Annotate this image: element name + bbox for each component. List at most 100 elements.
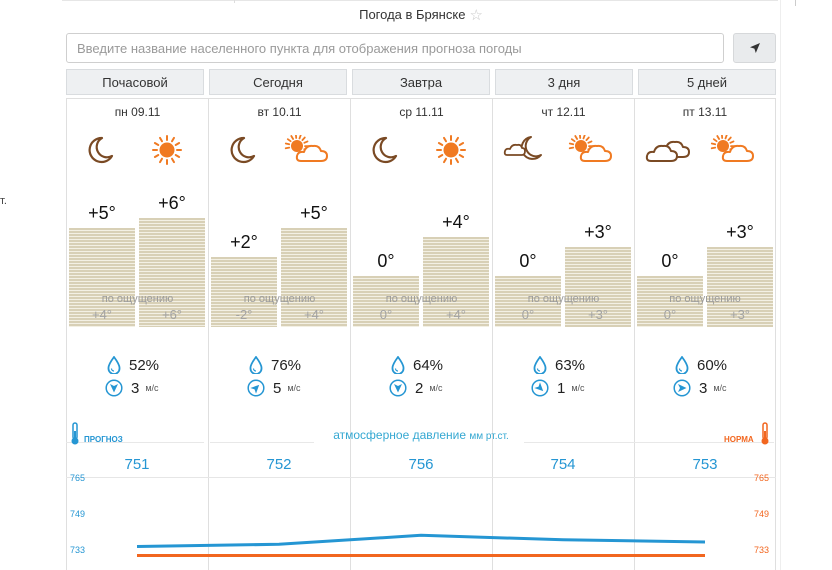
humidity-value: 60% — [697, 356, 728, 374]
night-feels-like: -2° — [235, 307, 253, 322]
cloud-icon — [645, 135, 690, 165]
wind-row: 3 м/с — [105, 377, 159, 399]
day-temp-bar — [565, 246, 631, 327]
day-feels-like: +4° — [303, 307, 325, 322]
thermometer-norm-icon — [761, 422, 769, 445]
moon-cloud-icon — [503, 135, 547, 165]
pressure-rule-left — [66, 442, 204, 443]
axis-right-765: 765 — [754, 473, 770, 483]
tab-today[interactable]: Сегодня — [209, 69, 347, 95]
norm-label: НОРМА — [724, 435, 754, 444]
day-temp-bar — [707, 246, 773, 327]
day-feels-like: +4° — [445, 307, 467, 322]
forecast-tabs: Почасовой Сегодня Завтра 3 дня 5 дней — [66, 69, 776, 95]
tab-3-days[interactable]: 3 дня — [495, 69, 633, 95]
wind-row: 2 м/с — [389, 377, 443, 399]
moon-icon — [365, 135, 405, 165]
pressure-value: 751 — [124, 456, 150, 473]
feels-like-label: по ощущению — [101, 293, 174, 305]
page-title: Погода в Брянске — [359, 7, 466, 22]
day-column[interactable]: ср 11.11 0° +4° по ощущению 0° +4° 64% 2 м/с — [350, 98, 492, 570]
feels-like-label: по ощущению — [527, 293, 600, 305]
day-date: пн 09.11 — [114, 105, 161, 119]
widget-top-border — [62, 0, 778, 3]
pressure-value: 754 — [550, 456, 576, 473]
tab-hourly[interactable]: Почасовой — [66, 69, 204, 95]
night-feels-like: +4° — [91, 307, 113, 322]
pressure-value: 756 — [408, 456, 434, 473]
top-divider — [234, 0, 235, 3]
sun-icon — [147, 135, 187, 165]
wind-row: 5 м/с — [247, 377, 301, 399]
night-feels-like: 0° — [379, 307, 393, 322]
day-date: чт 12.11 — [541, 105, 586, 119]
pressure-title-text: атмосферное давление — [333, 428, 467, 442]
tab-5-days[interactable]: 5 дней — [638, 69, 776, 95]
forecast-label: ПРОГНОЗ — [84, 435, 123, 444]
locate-button[interactable] — [733, 33, 776, 63]
axis-right-733: 733 — [754, 545, 770, 555]
wind-row: 3 м/с — [673, 377, 727, 399]
moon-icon — [223, 135, 263, 165]
day-temp: +5° — [300, 202, 328, 223]
favorite-star-icon[interactable]: ☆ — [469, 7, 483, 24]
right-dash — [795, 0, 796, 6]
day-temp-bar — [423, 237, 489, 327]
night-feels-like: 0° — [663, 307, 677, 322]
feels-like-label: по ощущению — [669, 293, 741, 305]
wind-direction-icon — [531, 379, 549, 397]
pressure-title: атмосферное давление мм рт.ст. — [62, 428, 780, 442]
humidity-drop-icon — [675, 356, 689, 374]
axis-right-749: 749 — [754, 509, 770, 519]
wind-direction-icon — [389, 379, 407, 397]
humidity-value: 63% — [555, 356, 586, 374]
night-temp-bar — [353, 276, 419, 327]
day-columns: пн 09.11 +5° +6° по ощущению +4° +6° 52% 3 м/с вт… — [66, 98, 776, 570]
wind-speed: 1 — [557, 379, 566, 397]
day-column[interactable]: пт 13.11 0° +3° по ощущению 0° +3° 60% 3 м/с — [634, 98, 776, 570]
wind-direction-icon — [247, 379, 265, 397]
wind-speed: 5 — [273, 379, 282, 397]
day-date: ср 11.11 — [399, 105, 444, 119]
day-feels-like: +3° — [587, 307, 609, 322]
pressure-unit: мм рт.ст. — [469, 431, 509, 442]
wind-speed: 3 — [699, 379, 708, 397]
day-temp-bar — [139, 217, 205, 327]
day-temp: +3° — [584, 221, 612, 242]
wind-speed: 2 — [415, 379, 424, 397]
wind-unit: м/с — [287, 383, 301, 393]
day-temp: +6° — [158, 192, 186, 213]
day-feels-like: +6° — [161, 307, 183, 322]
day-column[interactable]: чт 12.11 0° +3° по ощущению 0° +3° 63% 1 м/с — [492, 98, 634, 570]
day-date: вт 10.11 — [257, 105, 302, 119]
axis-left-765: 765 — [70, 473, 86, 483]
sun-cloud-icon — [710, 133, 755, 165]
night-temp: 0° — [377, 251, 395, 271]
wind-speed: 3 — [131, 379, 140, 397]
pressure-value: 753 — [692, 456, 718, 473]
tab-tomorrow[interactable]: Завтра — [352, 69, 490, 95]
night-temp: +2° — [230, 231, 258, 252]
humidity-value: 64% — [413, 356, 444, 374]
humidity-drop-icon — [249, 356, 263, 374]
pressure-chart — [136, 533, 706, 557]
feels-like-label: по ощущению — [243, 293, 316, 305]
sun-cloud-icon — [568, 133, 613, 165]
search-input[interactable] — [66, 33, 724, 63]
night-temp-bar — [211, 256, 277, 327]
pressure-value: 752 — [266, 456, 292, 473]
day-temp-bar — [281, 227, 347, 327]
feels-like-label: по ощущению — [385, 293, 458, 305]
day-column[interactable]: вт 10.11 +2° +5° по ощущению -2° +4° 76% 5 м/с — [208, 98, 350, 570]
night-temp-bar — [495, 276, 561, 327]
wind-direction-icon — [105, 379, 123, 397]
right-page-border — [780, 0, 781, 570]
location-arrow-icon — [749, 43, 760, 53]
humidity-value: 52% — [129, 356, 160, 374]
sun-icon — [431, 135, 471, 165]
wind-unit: м/с — [145, 383, 159, 393]
thermometer-forecast-icon — [71, 422, 79, 445]
night-temp: +5° — [88, 202, 116, 223]
day-column[interactable]: пн 09.11 +5° +6° по ощущению +4° +6° 52% 3 м/с — [66, 98, 208, 570]
day-date: пт 13.11 — [682, 105, 728, 119]
